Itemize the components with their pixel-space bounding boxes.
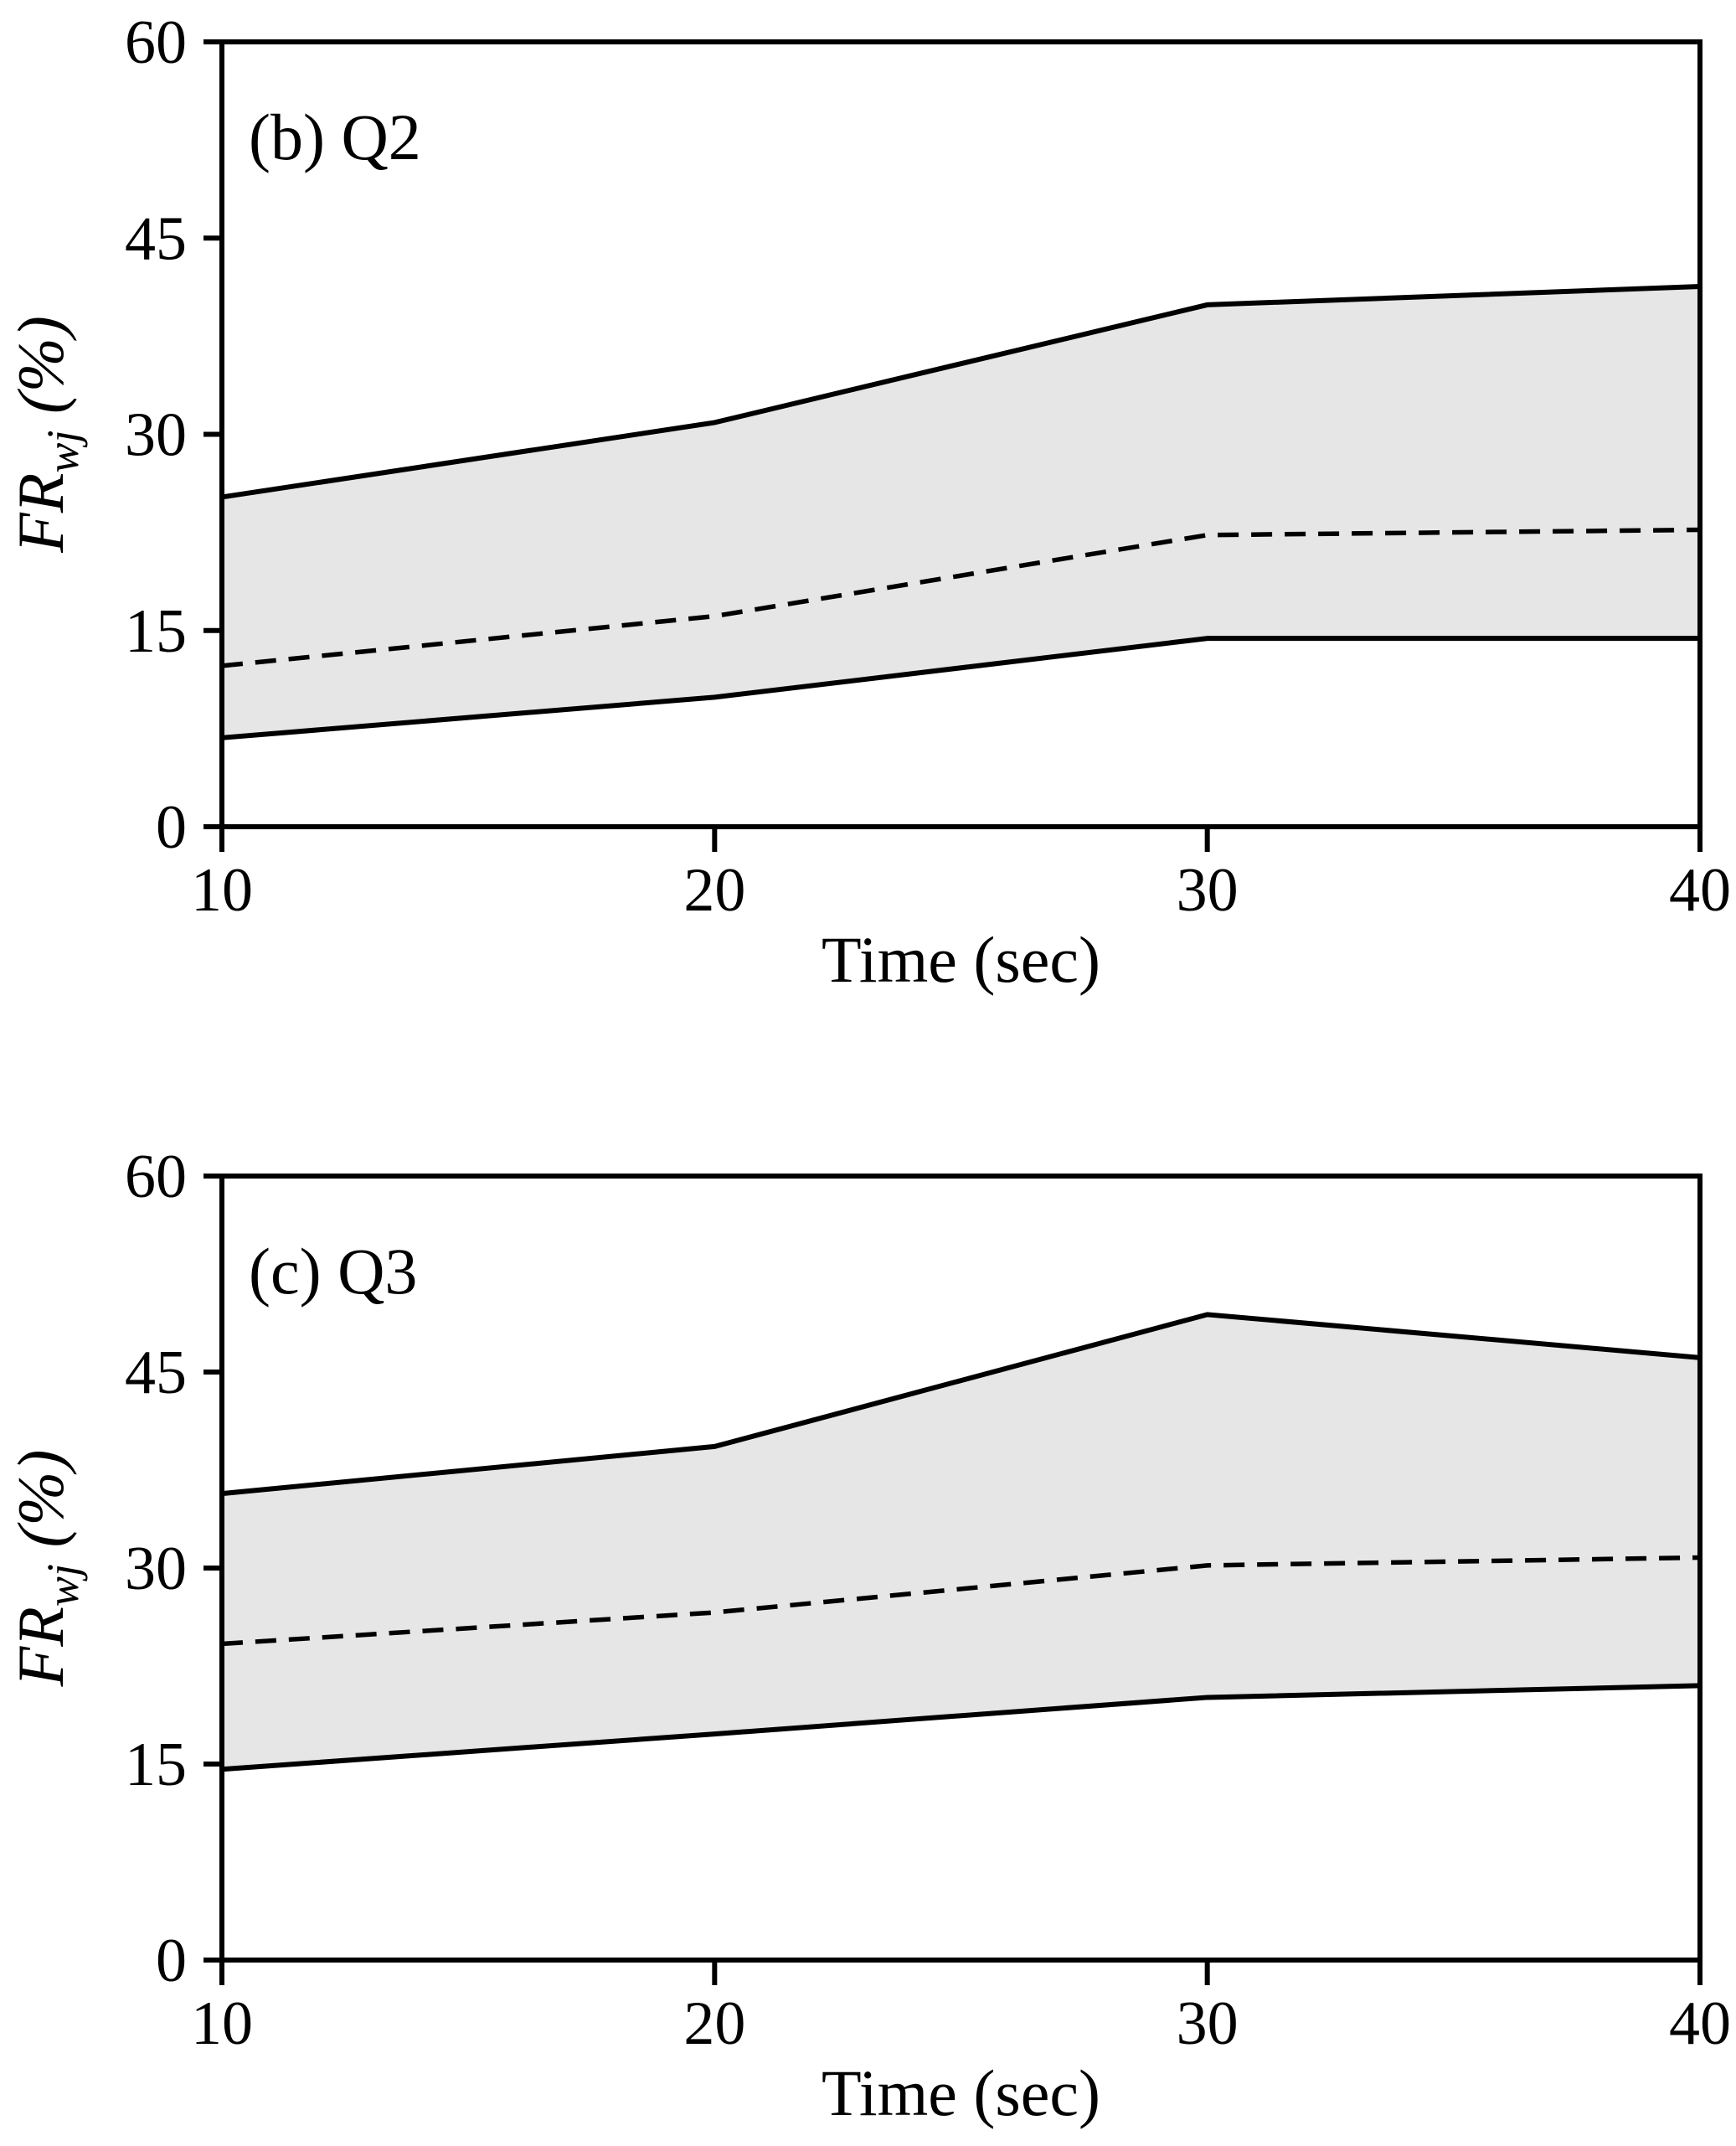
- y-axis-title-unit: (%): [4, 316, 77, 430]
- y-axis-title-main: FR: [4, 473, 77, 554]
- y-tick-label: 30: [125, 401, 187, 470]
- uncertainty-band: [222, 1314, 1700, 1770]
- y-axis-title-subscript: wj: [38, 431, 88, 473]
- x-tick-label: 40: [1669, 1989, 1731, 2058]
- panel-title: (c) Q3: [249, 1235, 417, 1308]
- y-axis-title-unit: (%): [4, 1450, 77, 1564]
- y-tick-label: 15: [125, 1731, 187, 1799]
- y-tick-label: 60: [125, 8, 187, 77]
- x-tick-label: 20: [683, 856, 745, 925]
- lower-bound-line: [221, 636, 1700, 740]
- y-tick-label: 15: [125, 597, 187, 666]
- x-tick-label: 10: [191, 1989, 253, 2058]
- x-tick-label: 40: [1669, 856, 1731, 925]
- chart-panel-q2: (b) Q2 10 20 30 40 0 15 30 45 60 Time (sec) FRwj (%…: [4, 8, 1731, 996]
- plot-frame: [219, 39, 1703, 829]
- y-tick-label: 45: [125, 204, 187, 273]
- median-line: [221, 1555, 1701, 1647]
- y-axis-title: FRwj (%): [4, 1450, 88, 1688]
- chart-panel-q3: (c) Q3 10 20 30 40 0 15 30 45 60 Time (sec) FRwj (%…: [4, 1143, 1731, 2129]
- median-line: [221, 527, 1701, 668]
- plot-frame: [219, 1174, 1703, 1963]
- y-tick-label: 0: [156, 793, 187, 862]
- y-tick-label: 30: [125, 1535, 187, 1603]
- x-tick-label: 20: [683, 1989, 745, 2058]
- upper-bound-line: [221, 1312, 1701, 1497]
- y-tick-label: 45: [125, 1339, 187, 1407]
- x-tick-label: 30: [1177, 856, 1239, 925]
- x-axis-title: Time (sec): [822, 923, 1100, 996]
- x-tick-label: 30: [1177, 1989, 1239, 2058]
- lower-bound-line: [221, 1683, 1701, 1772]
- upper-bound-line: [221, 284, 1701, 500]
- uncertainty-band: [222, 286, 1700, 738]
- x-tick-label: 10: [191, 856, 253, 925]
- x-axis-title: Time (sec): [822, 2056, 1100, 2129]
- y-axis-title-subscript: wj: [38, 1564, 88, 1607]
- panel-title: (b) Q2: [249, 101, 421, 173]
- y-axis-title-main: FR: [4, 1607, 77, 1687]
- y-axis-title: FRwj (%): [4, 316, 88, 554]
- y-tick-label: 0: [156, 1927, 187, 1995]
- y-tick-label: 60: [125, 1143, 187, 1211]
